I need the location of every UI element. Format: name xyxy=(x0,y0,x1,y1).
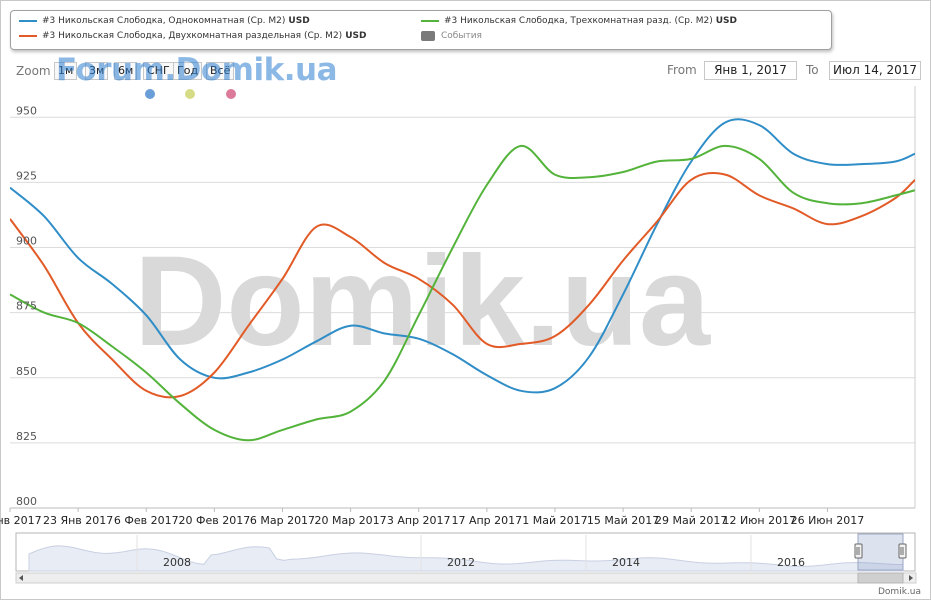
navigator-year-label-3: 2016 xyxy=(777,556,805,569)
y-tick-label-875: 875 xyxy=(16,300,37,313)
navigator-year-label-0: 2008 xyxy=(163,556,191,569)
legend-unit-series1: USD xyxy=(288,16,310,26)
x-tick-label-11: 12 Июн 2017 xyxy=(722,514,796,527)
y-axis-ticks: 800 825 850 875 900 925 950 xyxy=(16,104,37,508)
x-tick-label-10: 29 Май 2017 xyxy=(655,514,727,527)
grid-lines xyxy=(10,86,916,509)
navigator-year-label-2: 2014 xyxy=(612,556,640,569)
x-tick-label-7: 17 Апр 2017 xyxy=(451,514,522,527)
legend-item-series3[interactable]: #3 Никольская Слободка, Трехкомнатная ра… xyxy=(421,16,737,26)
indicator-dot-blue xyxy=(145,89,155,99)
series-lines xyxy=(10,118,915,442)
y-tick-label-950: 950 xyxy=(16,104,37,117)
legend-unit-series2: USD xyxy=(345,31,367,41)
y-tick-label-850: 850 xyxy=(16,365,37,378)
legend-swatch-orange xyxy=(19,35,37,37)
legend-swatch-green xyxy=(421,20,439,22)
x-tick-label-12: 26 Июн 2017 xyxy=(791,514,865,527)
legend-label-events: События xyxy=(441,31,482,41)
x-tick-label-8: 1 Май 2017 xyxy=(522,514,587,527)
y-tick-label-925: 925 xyxy=(16,169,37,182)
scroll-left-arrow-icon[interactable] xyxy=(19,575,23,581)
y-tick-label-825: 825 xyxy=(16,430,37,443)
zoom-year-button[interactable]: Год xyxy=(173,62,203,80)
to-date-input[interactable]: Июл 14, 2017 xyxy=(829,61,921,80)
from-date-input[interactable]: Янв 1, 2017 xyxy=(704,61,797,80)
legend-item-series2[interactable]: #3 Никольская Слободка, Двухкомнатная ра… xyxy=(19,31,366,41)
x-tick-label-1: 23 Янв 2017 xyxy=(43,514,113,527)
legend-label-series1: #3 Никольская Слободка, Однокомнатная (С… xyxy=(42,16,286,26)
indicator-dot-pink xyxy=(226,89,236,99)
x-tick-label-9: 15 Май 2017 xyxy=(587,514,659,527)
indicator-dot-yellow xyxy=(185,89,195,99)
zoom-label: Zoom xyxy=(16,64,51,78)
x-tick-label-4: 6 Мар 2017 xyxy=(250,514,315,527)
x-tick-label-5: 20 Мар 2017 xyxy=(314,514,386,527)
domik-watermark: Domik.ua xyxy=(134,230,711,373)
zoom-6m-button[interactable]: 6м xyxy=(114,62,138,80)
navigator-scrollbar-thumb[interactable] xyxy=(857,572,904,584)
y-tick-label-900: 900 xyxy=(16,235,37,248)
from-label: From xyxy=(667,63,697,77)
to-label: To xyxy=(806,63,819,77)
footer-credit: Domik.ua xyxy=(878,587,921,597)
events-swatch xyxy=(421,31,435,41)
navigator-area xyxy=(28,545,904,572)
legend-swatch-blue xyxy=(19,20,37,22)
legend-label-series2: #3 Никольская Слободка, Двухкомнатная ра… xyxy=(42,31,343,41)
y-tick-label-800: 800 xyxy=(16,495,37,508)
x-tick-label-3: 20 Фев 2017 xyxy=(178,514,250,527)
legend: #3 Никольская Слободка, Однокомнатная (С… xyxy=(10,10,832,50)
legend-label-series3: #3 Никольская Слободка, Трехкомнатная ра… xyxy=(444,16,713,26)
navigator-year-label-1: 2012 xyxy=(447,556,475,569)
navigator: 2008 2012 2014 2016 xyxy=(15,532,917,584)
scroll-right-arrow-icon[interactable] xyxy=(909,575,913,581)
series-line-1 xyxy=(10,118,915,394)
navigator-scrollbar-track[interactable] xyxy=(15,572,917,584)
series-line-3 xyxy=(10,144,915,442)
zoom-all-button[interactable]: Всё xyxy=(206,62,235,80)
x-tick-label-0: 9 Янв 2017 xyxy=(0,514,42,527)
legend-unit-series3: USD xyxy=(715,16,737,26)
x-tick-label-2: 6 Фев 2017 xyxy=(114,514,179,527)
forum-watermark: Forum.Domik.ua xyxy=(56,52,338,88)
x-tick-label-6: 3 Апр 2017 xyxy=(387,514,451,527)
zoom-1m-button[interactable]: 1м xyxy=(54,62,78,80)
legend-item-events[interactable]: События xyxy=(421,31,482,41)
navigator-selection xyxy=(857,533,904,571)
legend-item-series1[interactable]: #3 Никольская Слободка, Однокомнатная (С… xyxy=(19,16,310,26)
series-line-2 xyxy=(10,172,915,399)
zoom-3m-button[interactable]: 3м xyxy=(85,62,109,80)
